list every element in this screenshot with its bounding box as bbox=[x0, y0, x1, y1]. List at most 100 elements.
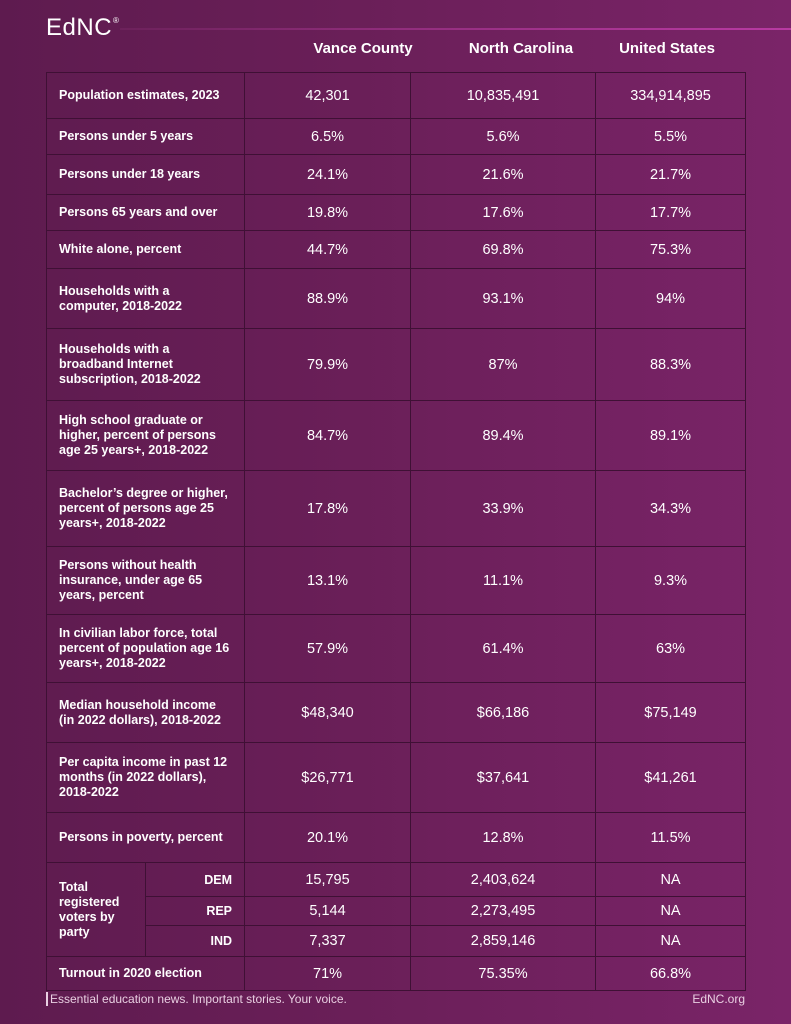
value-nc: 89.4% bbox=[410, 400, 597, 471]
value-nc: 75.35% bbox=[410, 956, 597, 991]
row-label: Persons under 5 years bbox=[45, 118, 246, 155]
table-row: Persons without health insurance, under … bbox=[45, 546, 747, 615]
row-label: Persons 65 years and over bbox=[45, 194, 246, 231]
ednc-logo: EdNC® bbox=[46, 14, 119, 42]
value-us: 75.3% bbox=[595, 230, 747, 269]
value-vance: 84.7% bbox=[244, 400, 412, 471]
value-us: 63% bbox=[595, 614, 747, 683]
value-vance: 57.9% bbox=[244, 614, 412, 683]
value-us: 94% bbox=[595, 268, 747, 329]
value-vance: 71% bbox=[244, 956, 412, 991]
table-row: White alone, percent 44.7% 69.8% 75.3% bbox=[45, 230, 747, 269]
table-row: Persons in poverty, percent 20.1% 12.8% … bbox=[45, 812, 747, 863]
column-header-vance: Vance County bbox=[313, 40, 413, 57]
value-vance: 24.1% bbox=[244, 154, 412, 195]
value-us: 11.5% bbox=[595, 812, 747, 863]
value-nc: 11.1% bbox=[410, 546, 597, 615]
value-us: 5.5% bbox=[595, 118, 747, 155]
voter-row-dem: Total registered voters by party DEM 15,… bbox=[46, 862, 747, 957]
value-nc: $37,641 bbox=[410, 742, 597, 813]
value-us: $75,149 bbox=[595, 682, 747, 743]
value-vance: 5,144 bbox=[244, 896, 412, 926]
value-vance: 17.8% bbox=[244, 470, 412, 547]
header-rule bbox=[120, 28, 791, 30]
footer-site-link[interactable]: EdNC.org bbox=[692, 992, 745, 1006]
table-row: Persons 65 years and over 19.8% 17.6% 17… bbox=[45, 194, 747, 231]
value-nc: 17.6% bbox=[410, 194, 597, 231]
value-nc: 93.1% bbox=[410, 268, 597, 329]
value-vance: $26,771 bbox=[244, 742, 412, 813]
value-us: 334,914,895 bbox=[595, 72, 747, 119]
value-vance: 20.1% bbox=[244, 812, 412, 863]
value-us: NA bbox=[595, 925, 747, 957]
value-nc: 33.9% bbox=[410, 470, 597, 547]
party-label: DEM bbox=[144, 862, 246, 897]
turnout-row: Turnout in 2020 election 71% 75.35% 66.8… bbox=[45, 956, 747, 991]
column-header-us: United States bbox=[619, 40, 715, 57]
table-row: High school graduate or higher, percent … bbox=[45, 400, 747, 471]
row-label: Persons in poverty, percent bbox=[45, 812, 246, 863]
demographics-table: Population estimates, 2023 42,301 10,835… bbox=[45, 72, 747, 991]
table-row: Population estimates, 2023 42,301 10,835… bbox=[45, 72, 747, 119]
column-header-nc: North Carolina bbox=[468, 40, 574, 57]
row-label: Turnout in 2020 election bbox=[45, 956, 246, 991]
voter-row-ind: IND 7,337 2,859,146 NA bbox=[47, 925, 747, 957]
row-label: Persons without health insurance, under … bbox=[45, 546, 246, 615]
row-label: In civilian labor force, total percent o… bbox=[45, 614, 246, 683]
value-nc: 2,273,495 bbox=[410, 896, 597, 926]
value-nc: 5.6% bbox=[410, 118, 597, 155]
registered-mark: ® bbox=[113, 16, 120, 25]
row-label: High school graduate or higher, percent … bbox=[45, 400, 246, 471]
value-nc: 2,859,146 bbox=[410, 925, 597, 957]
table-row: Households with a broadband Internet sub… bbox=[45, 328, 747, 401]
value-us: NA bbox=[595, 862, 747, 897]
row-label: Population estimates, 2023 bbox=[45, 72, 246, 119]
voter-row-rep: REP 5,144 2,273,495 NA bbox=[47, 896, 747, 926]
voters-group-label: Total registered voters by party bbox=[46, 862, 146, 957]
value-vance: 79.9% bbox=[244, 328, 412, 401]
value-us: 66.8% bbox=[595, 956, 747, 991]
table-row: Bachelor’s degree or higher, percent of … bbox=[45, 470, 747, 547]
row-label: Households with a computer, 2018-2022 bbox=[45, 268, 246, 329]
value-us: 89.1% bbox=[595, 400, 747, 471]
value-vance: $48,340 bbox=[244, 682, 412, 743]
row-label: Per capita income in past 12 months (in … bbox=[45, 742, 246, 813]
value-vance: 15,795 bbox=[244, 862, 412, 897]
value-nc: $66,186 bbox=[410, 682, 597, 743]
value-nc: 12.8% bbox=[410, 812, 597, 863]
party-label: REP bbox=[144, 896, 246, 926]
row-label: Median household income (in 2022 dollars… bbox=[45, 682, 246, 743]
value-vance: 44.7% bbox=[244, 230, 412, 269]
row-label: Bachelor’s degree or higher, percent of … bbox=[45, 470, 246, 547]
value-vance: 42,301 bbox=[244, 72, 412, 119]
value-us: 17.7% bbox=[595, 194, 747, 231]
value-us: 88.3% bbox=[595, 328, 747, 401]
value-vance: 7,337 bbox=[244, 925, 412, 957]
row-label: Households with a broadband Internet sub… bbox=[45, 328, 246, 401]
value-us: $41,261 bbox=[595, 742, 747, 813]
value-nc: 21.6% bbox=[410, 154, 597, 195]
row-label: Persons under 18 years bbox=[45, 154, 246, 195]
table-row: Per capita income in past 12 months (in … bbox=[45, 742, 747, 813]
table-row: Persons under 5 years 6.5% 5.6% 5.5% bbox=[45, 118, 747, 155]
value-us: 34.3% bbox=[595, 470, 747, 547]
row-label: White alone, percent bbox=[45, 230, 246, 269]
value-us: NA bbox=[595, 896, 747, 926]
value-nc: 61.4% bbox=[410, 614, 597, 683]
footer-tagline: Essential education news. Important stor… bbox=[46, 992, 347, 1006]
value-nc: 69.8% bbox=[410, 230, 597, 269]
table-row: Persons under 18 years 24.1% 21.6% 21.7% bbox=[45, 154, 747, 195]
logo-text: EdNC bbox=[46, 14, 113, 41]
value-vance: 13.1% bbox=[244, 546, 412, 615]
value-vance: 19.8% bbox=[244, 194, 412, 231]
value-nc: 10,835,491 bbox=[410, 72, 597, 119]
value-nc: 87% bbox=[410, 328, 597, 401]
value-us: 21.7% bbox=[595, 154, 747, 195]
value-us: 9.3% bbox=[595, 546, 747, 615]
party-label: IND bbox=[144, 925, 246, 957]
table-row: Median household income (in 2022 dollars… bbox=[45, 682, 747, 743]
value-nc: 2,403,624 bbox=[410, 862, 597, 897]
value-vance: 6.5% bbox=[244, 118, 412, 155]
table-row: Households with a computer, 2018-2022 88… bbox=[45, 268, 747, 329]
table-row: In civilian labor force, total percent o… bbox=[45, 614, 747, 683]
